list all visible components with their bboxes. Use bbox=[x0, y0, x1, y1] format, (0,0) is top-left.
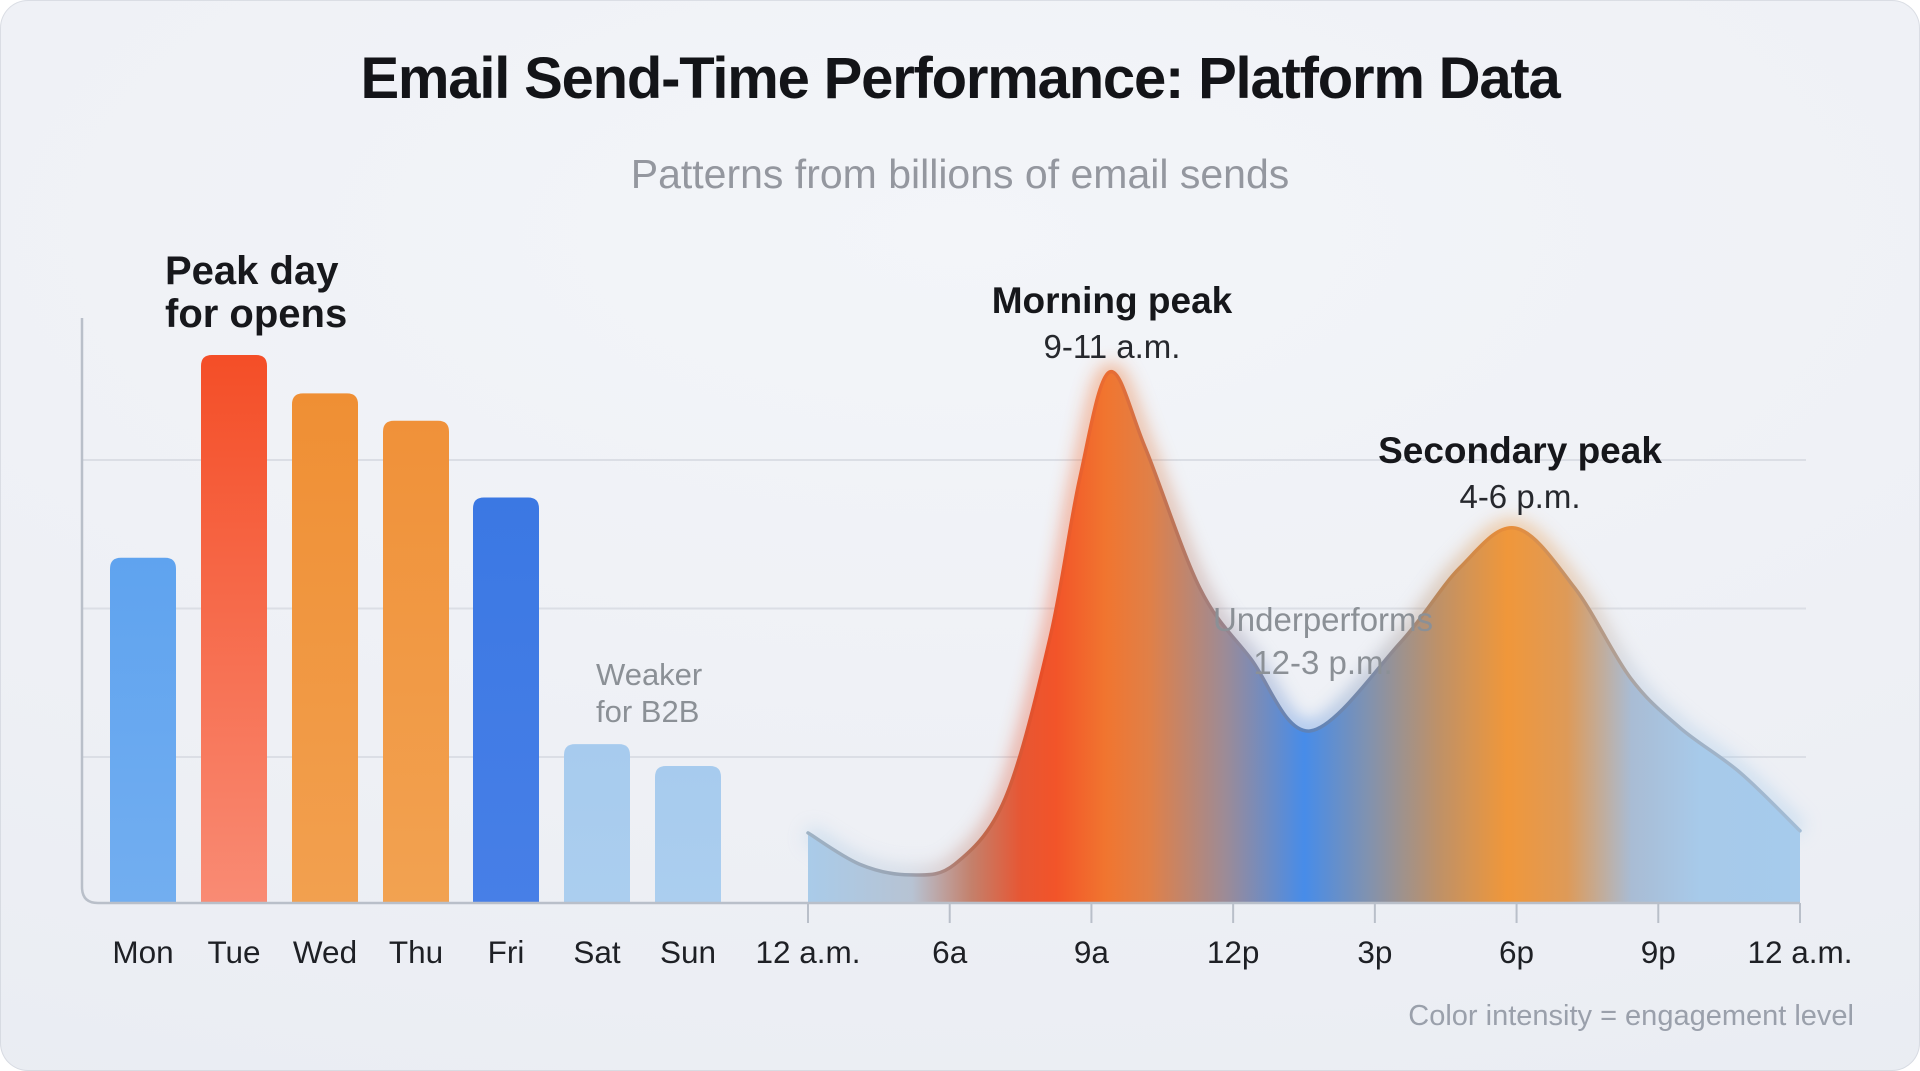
page-subtitle: Patterns from billions of email sends bbox=[630, 151, 1290, 197]
time-label: 9p bbox=[1640, 934, 1676, 970]
time-label: 12p bbox=[1206, 934, 1260, 970]
day-label: Thu bbox=[388, 934, 444, 970]
annotation-morning-peak-range: 9-11 a.m. bbox=[1043, 328, 1181, 365]
annotation-peak-day: Peak day for opens bbox=[165, 250, 347, 336]
time-label: 6p bbox=[1499, 934, 1535, 970]
time-label: 12 a.m. bbox=[1747, 934, 1853, 970]
annotation-secondary-peak: Secondary peak 4-6 p.m. bbox=[1320, 430, 1720, 516]
annotation-morning-peak-title: Morning peak bbox=[991, 280, 1233, 321]
axis-line bbox=[80, 318, 1800, 905]
bar-thu bbox=[383, 420, 449, 903]
annotation-underperforms: Underperforms 12-3 p.m. bbox=[1123, 598, 1523, 684]
bar-sun bbox=[655, 766, 721, 903]
legend-note: Color intensity = engagement level bbox=[1408, 1000, 1854, 1032]
time-label: 3p bbox=[1357, 934, 1393, 970]
area-fill bbox=[808, 371, 1800, 903]
bar-wed bbox=[292, 393, 358, 903]
annotation-morning-peak: Morning peak 9-11 a.m. bbox=[912, 280, 1312, 366]
page-title: Email Send-Time Performance: Platform Da… bbox=[360, 46, 1560, 111]
day-label: Sat bbox=[573, 934, 621, 970]
day-label: Wed bbox=[292, 934, 358, 970]
day-label: Mon bbox=[112, 934, 174, 970]
day-label: Tue bbox=[207, 934, 261, 970]
day-label: Sun bbox=[659, 934, 717, 970]
time-label: 9a bbox=[1073, 934, 1109, 970]
day-label: Fri bbox=[487, 934, 525, 970]
annotation-weaker-b2b: Weaker for B2B bbox=[596, 656, 702, 730]
annotation-underperforms-range: 12-3 p.m. bbox=[1253, 644, 1393, 681]
bar-tue bbox=[201, 355, 267, 903]
annotation-secondary-peak-title: Secondary peak bbox=[1378, 430, 1662, 471]
annotation-peak-day-line2: for opens bbox=[165, 292, 348, 336]
bar-sat bbox=[564, 744, 630, 903]
annotation-weaker-line2: for B2B bbox=[596, 694, 700, 729]
bar-fri bbox=[473, 497, 539, 903]
area-stroke bbox=[806, 370, 1802, 877]
bar-mon bbox=[110, 557, 176, 903]
annotation-secondary-peak-range: 4-6 p.m. bbox=[1459, 478, 1581, 515]
time-label: 6a bbox=[932, 934, 968, 970]
annotation-peak-day-line1: Peak day bbox=[165, 249, 339, 293]
annotation-underperforms-title: Underperforms bbox=[1212, 601, 1434, 638]
annotation-weaker-line1: Weaker bbox=[596, 657, 703, 692]
time-label: 12 a.m. bbox=[755, 934, 861, 970]
